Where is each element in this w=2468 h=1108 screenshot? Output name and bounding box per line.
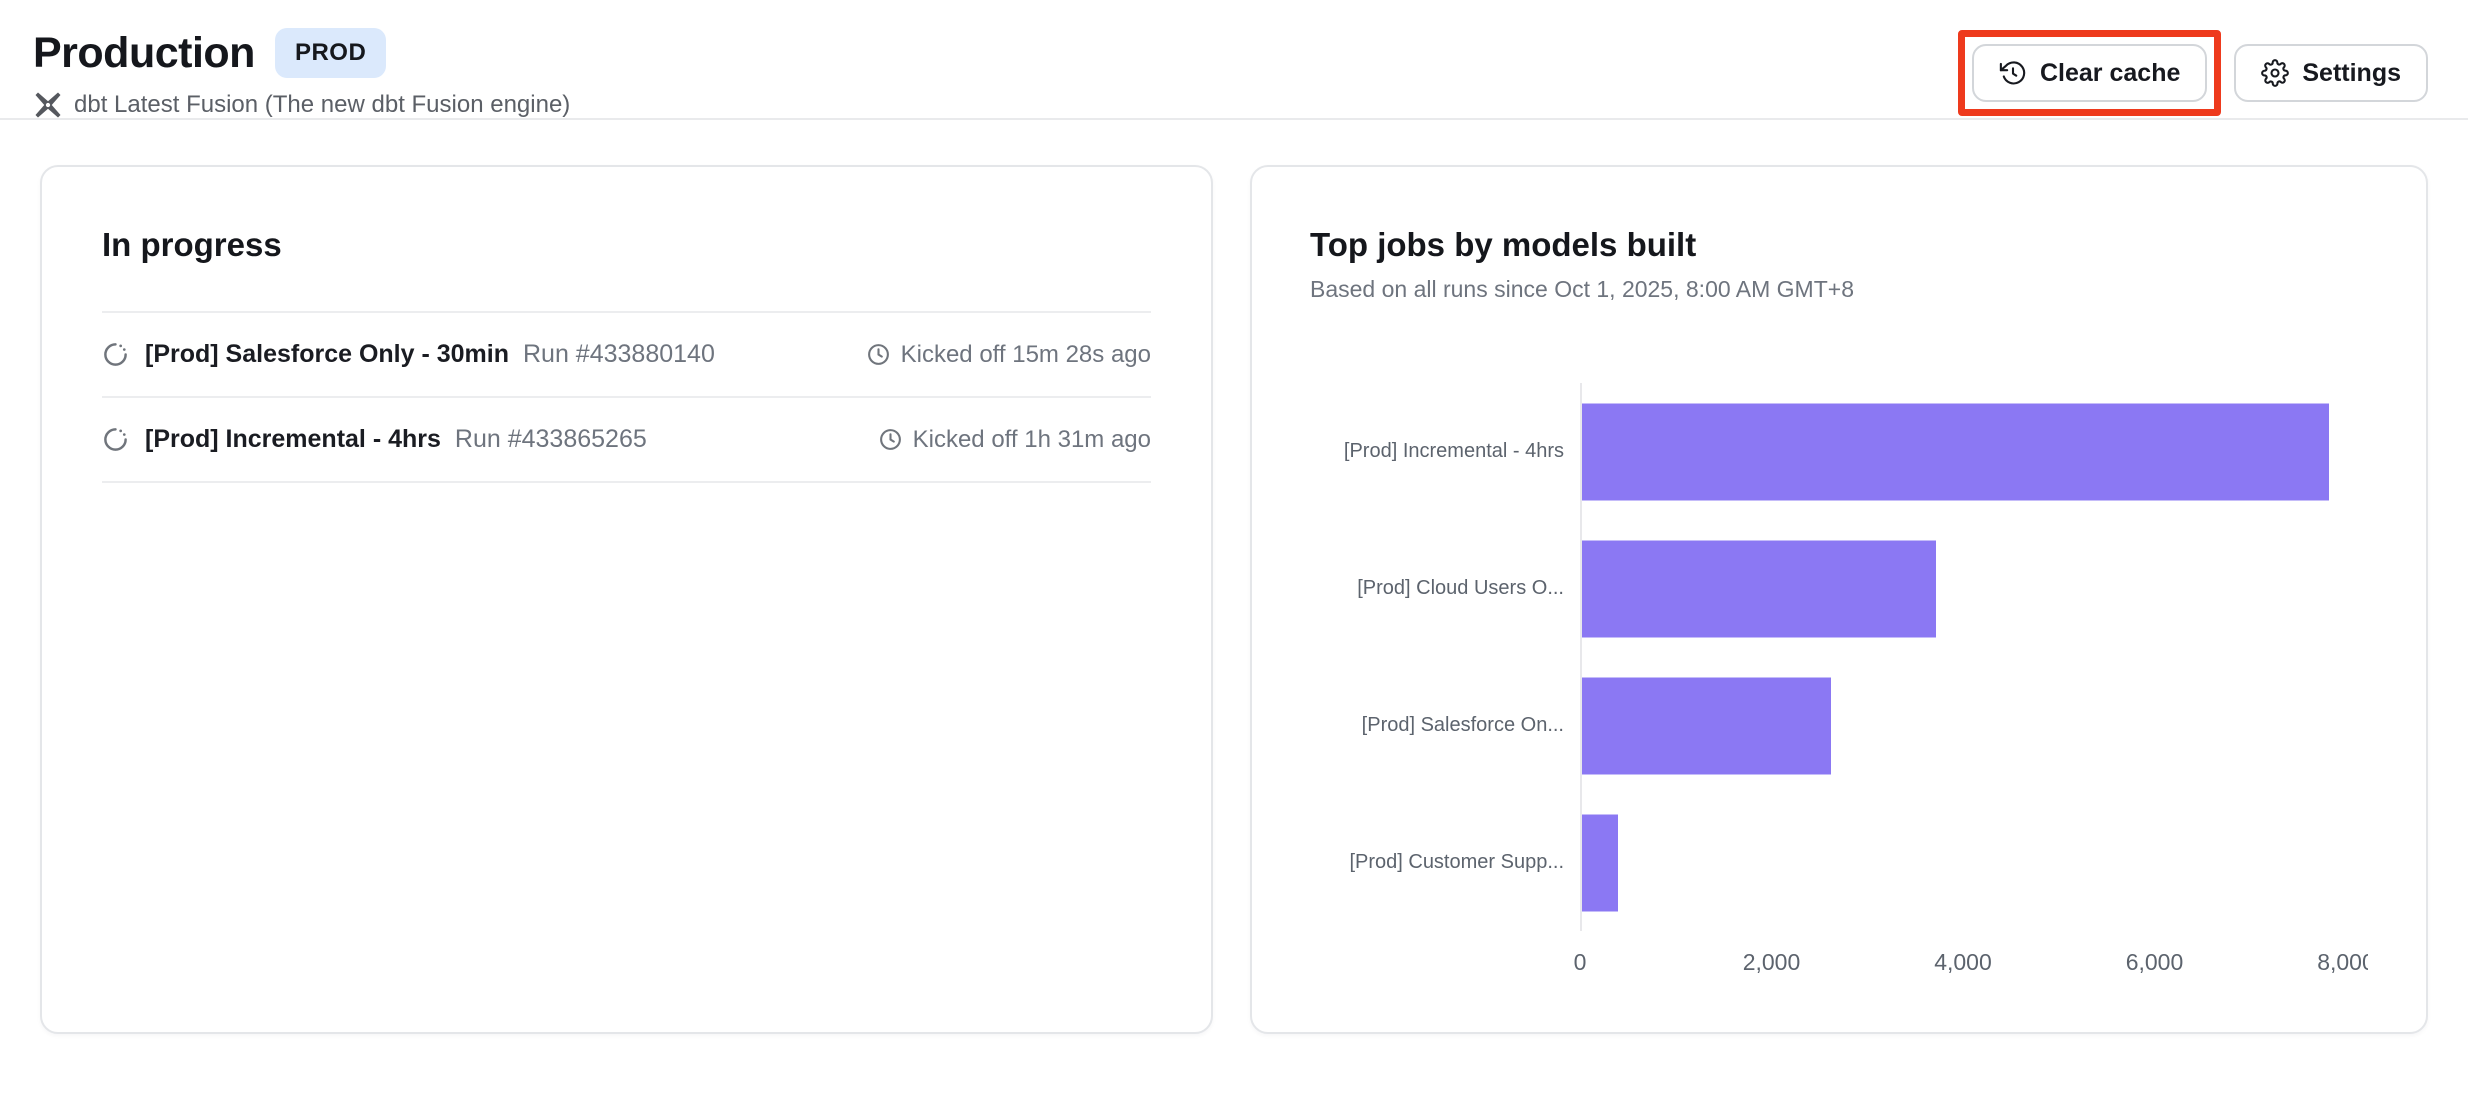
dbt-fusion-icon <box>33 90 63 120</box>
bar[interactable] <box>1582 403 2329 500</box>
chart-band <box>1580 520 2368 657</box>
chart-row: [Prod] Cloud Users O... <box>1310 520 2368 657</box>
spinner-icon <box>102 426 129 453</box>
top-jobs-bar-chart: [Prod] Incremental - 4hrs [Prod] Cloud Us… <box>1310 383 2368 989</box>
clock-icon <box>866 342 891 367</box>
in-progress-title: In progress <box>102 226 282 263</box>
run-number-link[interactable]: Run #433865265 <box>454 425 647 453</box>
bar-category-label: [Prod] Customer Supp... <box>1349 851 1564 873</box>
job-name-link[interactable]: [Prod] Incremental - 4hrs <box>145 425 441 453</box>
header-actions: Clear cache Settings <box>1958 30 2428 116</box>
x-axis-tick-label: 6,000 <box>2125 949 2184 975</box>
history-icon <box>1999 59 2027 87</box>
spinner-icon <box>102 341 129 368</box>
settings-label: Settings <box>2302 58 2401 87</box>
bar[interactable] <box>1582 814 1619 911</box>
chart-rows: [Prod] Incremental - 4hrs [Prod] Cloud Us… <box>1310 383 2368 931</box>
bar[interactable] <box>1582 677 1831 774</box>
y-axis-line <box>1580 383 1582 931</box>
clock-icon <box>878 427 903 452</box>
clear-cache-highlight-annotation: Clear cache <box>1958 30 2222 116</box>
run-list: [Prod] Salesforce Only - 30min Run #4338… <box>102 311 1151 483</box>
run-number-link[interactable]: Run #433880140 <box>523 340 715 368</box>
kicked-off-time: Kicked off 15m 28s ago <box>900 340 1151 368</box>
title-row: Production PROD <box>33 25 2428 81</box>
x-axis-ticks: 0 2,000 4,000 6,000 8,000 <box>1310 937 2368 989</box>
chart-band <box>1580 657 2368 794</box>
environment-overview-page: Production PROD dbt Latest Fusion (The n… <box>0 0 2468 1034</box>
engine-version-row: dbt Latest Fusion (The new dbt Fusion en… <box>33 90 2428 120</box>
clear-cache-label: Clear cache <box>2040 58 2181 87</box>
chart-row: [Prod] Incremental - 4hrs <box>1310 383 2368 520</box>
settings-button[interactable]: Settings <box>2234 44 2428 102</box>
chart-subtitle: Based on all runs since Oct 1, 2025, 8:0… <box>1310 276 1854 302</box>
bar-category-label: [Prod] Salesforce On... <box>1361 714 1564 736</box>
x-axis-tick-label: 4,000 <box>1934 949 1992 975</box>
dashboard-cards: In progress [Prod] Salesforce Only - 30m… <box>0 120 2468 1034</box>
bar-category-label: [Prod] Cloud Users O... <box>1357 577 1564 599</box>
chart-row: [Prod] Salesforce On... <box>1310 657 2368 794</box>
run-row[interactable]: [Prod] Incremental - 4hrs Run #433865265… <box>102 396 1151 483</box>
page-title: Production <box>33 29 255 77</box>
x-axis-tick-label: 8,000 <box>2317 949 2368 975</box>
bar[interactable] <box>1582 540 1937 637</box>
chart-row: [Prod] Customer Supp... <box>1310 794 2368 931</box>
chart-title: Top jobs by models built <box>1310 226 1697 263</box>
kicked-off-time: Kicked off 1h 31m ago <box>912 425 1151 453</box>
x-axis-tick-label: 0 <box>1573 949 1587 975</box>
clear-cache-button[interactable]: Clear cache <box>1972 44 2208 102</box>
page-header: Production PROD dbt Latest Fusion (The n… <box>0 0 2468 118</box>
header-divider <box>0 118 2468 120</box>
in-progress-card: In progress [Prod] Salesforce Only - 30m… <box>40 165 1213 1034</box>
gear-icon <box>2261 59 2290 87</box>
chart-band <box>1580 383 2368 520</box>
bar-category-label: [Prod] Incremental - 4hrs <box>1343 440 1564 462</box>
x-axis-tick-label: 2,000 <box>1742 949 1801 975</box>
run-row[interactable]: [Prod] Salesforce Only - 30min Run #4338… <box>102 311 1151 396</box>
top-jobs-card: Top jobs by models built Based on all ru… <box>1250 165 2428 1034</box>
job-name-link[interactable]: [Prod] Salesforce Only - 30min <box>145 340 509 368</box>
engine-version-label: dbt Latest Fusion (The new dbt Fusion en… <box>74 91 571 118</box>
environment-type-badge: PROD <box>274 28 387 78</box>
chart-band <box>1580 794 2368 931</box>
